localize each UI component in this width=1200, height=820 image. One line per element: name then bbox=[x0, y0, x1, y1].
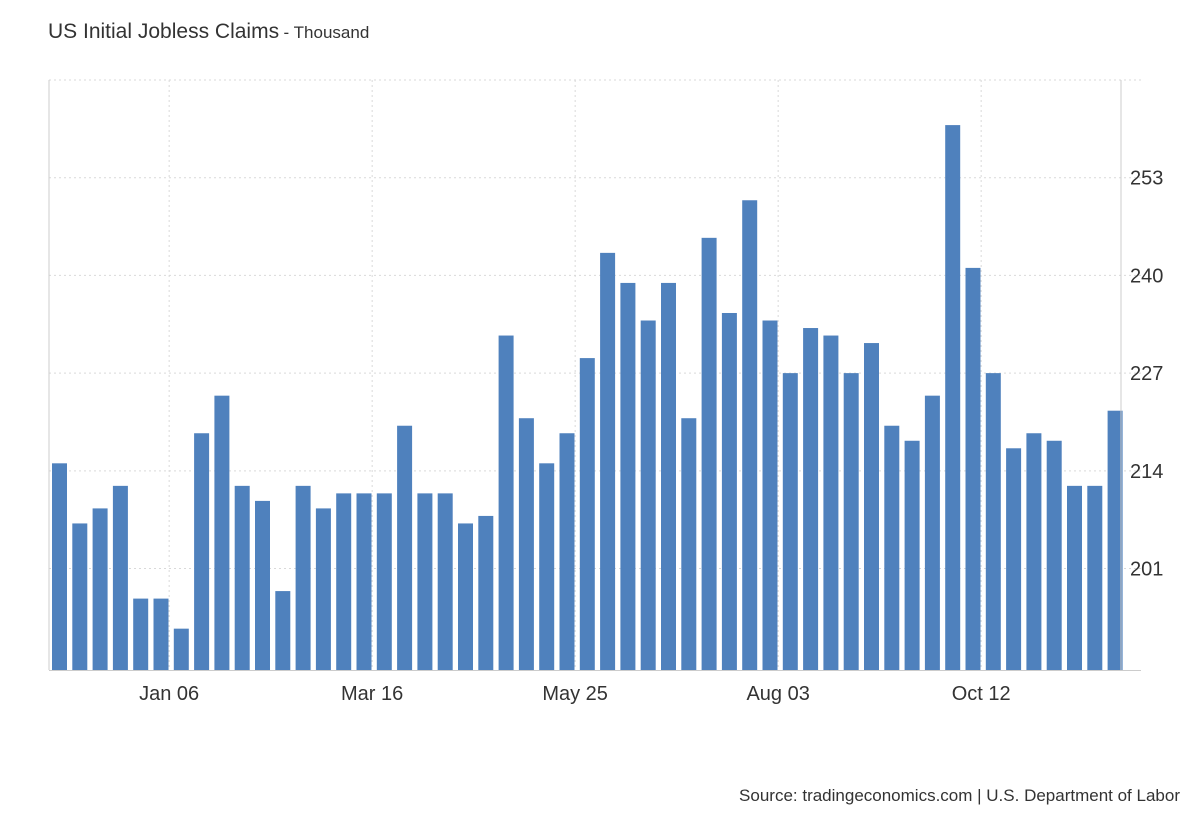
bar bbox=[112, 485, 128, 670]
bar bbox=[518, 418, 534, 670]
bar bbox=[782, 373, 798, 670]
chart-unit: Thousand bbox=[293, 23, 370, 42]
y-tick-label: 214 bbox=[1130, 461, 1163, 483]
bar bbox=[336, 493, 352, 670]
bar bbox=[1006, 448, 1022, 670]
bar bbox=[1087, 485, 1103, 670]
x-tick-label: Aug 03 bbox=[746, 683, 809, 705]
bar bbox=[904, 440, 920, 670]
y-tick-label: 240 bbox=[1130, 265, 1163, 287]
bar-layer bbox=[52, 125, 1123, 671]
bar bbox=[153, 598, 169, 670]
bar bbox=[397, 425, 413, 670]
bar bbox=[539, 463, 555, 670]
bar bbox=[884, 425, 900, 670]
bar bbox=[701, 237, 717, 670]
bar bbox=[1107, 410, 1123, 670]
chart-title-block: US Initial Jobless Claims - Thousand bbox=[48, 20, 369, 44]
bar bbox=[762, 320, 778, 670]
bar bbox=[661, 282, 676, 670]
bar bbox=[458, 523, 473, 670]
source-note: Source: tradingeconomics.com | U.S. Depa… bbox=[739, 786, 1180, 805]
bar bbox=[498, 335, 514, 670]
bar bbox=[742, 200, 758, 671]
bar bbox=[52, 463, 67, 670]
bar bbox=[1026, 433, 1042, 670]
bar bbox=[417, 493, 433, 670]
bar bbox=[945, 125, 961, 671]
bar bbox=[600, 252, 616, 670]
bar bbox=[356, 493, 372, 670]
bar bbox=[1067, 485, 1082, 670]
bar bbox=[965, 267, 981, 670]
bar bbox=[559, 433, 575, 670]
bar bbox=[721, 312, 737, 670]
bar bbox=[173, 628, 189, 670]
axis-layer: 201 214 227 240 253 Jan 06 Mar 16 May 25 Aug 03 O… bbox=[48, 80, 1163, 705]
bar bbox=[985, 373, 1001, 670]
bar bbox=[295, 485, 311, 670]
x-tick-label: Oct 12 bbox=[952, 683, 1011, 705]
bar bbox=[194, 433, 210, 670]
bar bbox=[255, 500, 270, 670]
bar bbox=[478, 515, 494, 670]
bar bbox=[376, 493, 392, 670]
bar bbox=[133, 598, 149, 670]
x-tick-label: May 25 bbox=[542, 683, 608, 705]
bar bbox=[1046, 440, 1062, 670]
y-tick-label: 201 bbox=[1130, 559, 1163, 581]
bar bbox=[640, 320, 656, 670]
bar bbox=[681, 418, 697, 670]
bar bbox=[315, 508, 331, 670]
title-separator: - bbox=[283, 23, 290, 42]
x-tick-label: Mar 16 bbox=[341, 683, 403, 705]
bar bbox=[437, 493, 453, 670]
bar bbox=[234, 485, 250, 670]
bar bbox=[72, 523, 88, 670]
x-tick-label: Jan 06 bbox=[139, 683, 199, 705]
bar bbox=[214, 395, 230, 670]
bar bbox=[843, 373, 859, 670]
bar bbox=[275, 591, 291, 670]
y-tick-label: 253 bbox=[1130, 168, 1163, 190]
bar bbox=[803, 328, 819, 670]
bar bbox=[823, 335, 839, 670]
bar bbox=[92, 508, 108, 670]
chart-title: US Initial Jobless Claims bbox=[48, 20, 280, 43]
y-tick-label: 227 bbox=[1130, 363, 1163, 385]
bar bbox=[924, 395, 940, 670]
bar bbox=[864, 343, 879, 670]
bar bbox=[620, 282, 636, 670]
bar bbox=[579, 358, 595, 670]
